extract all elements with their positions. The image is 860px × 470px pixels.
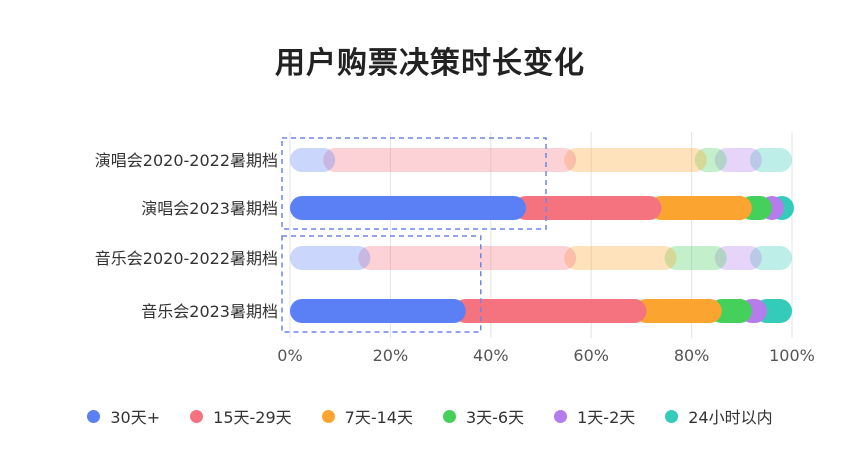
x-tick-label: 60% — [573, 346, 609, 365]
x-tick-label: 80% — [674, 346, 710, 365]
bar-segment — [634, 299, 722, 323]
bar-segment — [749, 148, 792, 172]
legend-label: 7天-14天 — [344, 408, 413, 427]
legend-label: 24小时以内 — [688, 408, 773, 427]
legend-marker-icon — [442, 409, 456, 423]
chart-legend: 30天+ 15天-29天 7天-14天 3天-6天 1天-2天 24小时以内 — [0, 404, 860, 428]
bar-segment — [323, 148, 577, 172]
bar-segment — [290, 246, 371, 270]
y-category-label: 音乐会2023暑期档 — [141, 302, 278, 321]
legend-label: 1天-2天 — [577, 408, 636, 427]
bar-segment — [290, 148, 336, 172]
highlight-box — [281, 235, 482, 333]
legend-item[interactable]: 30天+ — [87, 404, 160, 428]
x-tick-label: 100% — [769, 346, 815, 365]
legend-label: 3天-6天 — [465, 408, 525, 427]
legend-item[interactable]: 24小时以内 — [665, 404, 773, 428]
x-tick-label: 0% — [277, 346, 302, 365]
highlight-box — [281, 137, 547, 230]
bar-segment — [709, 299, 752, 323]
bar-segment — [714, 148, 762, 172]
bar-segment — [694, 148, 727, 172]
legend-marker-icon — [321, 409, 335, 423]
legend-marker-icon — [190, 409, 204, 423]
chart-title: 用户购票决策时长变化 — [275, 46, 585, 81]
legend-marker-icon — [87, 409, 101, 423]
bar-segment — [453, 299, 647, 323]
bar-segment — [358, 246, 577, 270]
legend-item[interactable]: 7天-14天 — [321, 404, 413, 428]
legend-item[interactable]: 15天-29天 — [190, 404, 292, 428]
y-category-label: 演唱会2023暑期档 — [141, 199, 278, 218]
y-category-label: 演唱会2020-2022暑期档 — [95, 151, 278, 170]
bar-segment — [564, 246, 677, 270]
legend-item[interactable]: 3天-6天 — [442, 404, 525, 428]
bar-segment — [564, 148, 707, 172]
legend-marker-icon — [554, 409, 568, 423]
stacked-bar-chart: 0% 20% 40% 60% 80% 100% 演唱会2020-2022暑期档演唱会2023… — [95, 132, 815, 365]
legend-marker-icon — [665, 409, 679, 423]
legend-item[interactable]: 1天-2天 — [554, 404, 635, 428]
y-category-label: 音乐会2020-2022暑期档 — [95, 249, 278, 268]
x-tick-label: 20% — [373, 346, 409, 365]
legend-label: 30天+ — [110, 408, 161, 427]
bar-segment — [749, 246, 792, 270]
bar-segment — [290, 196, 526, 220]
bar-segment — [664, 246, 727, 270]
legend-label: 15天-29天 — [213, 408, 292, 427]
bar-segment — [290, 299, 466, 323]
x-tick-label: 40% — [473, 346, 509, 365]
bar-segment — [513, 196, 662, 220]
bar-segment — [649, 196, 752, 220]
bar-segment — [714, 246, 762, 270]
